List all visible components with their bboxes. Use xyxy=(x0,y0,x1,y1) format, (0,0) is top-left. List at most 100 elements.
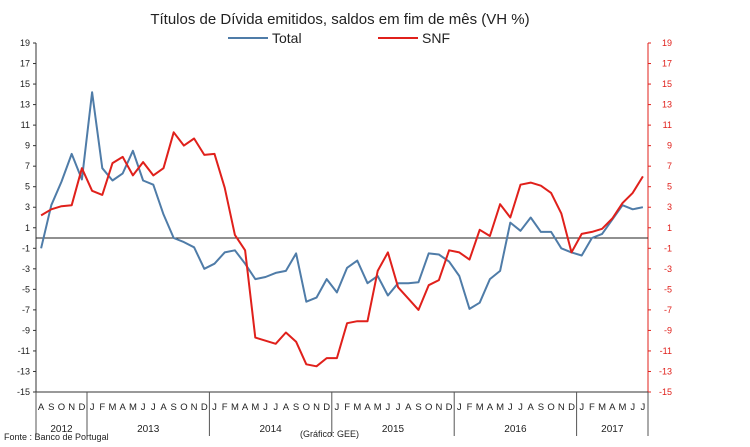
left-tick-label: 13 xyxy=(20,100,30,110)
year-label: 2014 xyxy=(259,424,282,435)
right-tick-label: 11 xyxy=(663,120,672,130)
month-label: D xyxy=(568,402,575,413)
month-label: F xyxy=(467,402,473,413)
month-label: J xyxy=(263,402,268,413)
left-tick-label: 1 xyxy=(25,223,30,233)
month-label: M xyxy=(619,402,627,413)
month-label: M xyxy=(374,402,382,413)
month-label: J xyxy=(212,402,217,413)
left-tick-label: -1 xyxy=(22,243,30,253)
year-label: 2013 xyxy=(137,424,160,435)
month-label: A xyxy=(283,402,290,413)
month-label: M xyxy=(251,402,259,413)
year-label: 2012 xyxy=(50,424,73,435)
right-tick-label: -1 xyxy=(664,243,672,253)
month-label: O xyxy=(180,402,187,413)
right-tick-label: 9 xyxy=(667,141,672,151)
month-label: F xyxy=(589,402,595,413)
year-label: 2016 xyxy=(504,424,527,435)
left-tick-label: -13 xyxy=(17,366,30,376)
month-label: J xyxy=(335,402,340,413)
right-tick-label: 17 xyxy=(662,59,672,69)
month-label: M xyxy=(109,402,117,413)
month-label: J xyxy=(396,402,401,413)
month-label: A xyxy=(242,402,249,413)
right-tick-label: 15 xyxy=(662,79,672,89)
month-label: N xyxy=(558,402,565,413)
month-label: O xyxy=(303,402,310,413)
left-tick-label: -3 xyxy=(22,264,30,274)
right-tick-label: -9 xyxy=(664,325,672,335)
left-tick-label: 9 xyxy=(25,141,30,151)
right-tick-label: 7 xyxy=(667,161,672,171)
right-tick-label: -11 xyxy=(660,346,672,356)
year-label: 2015 xyxy=(382,424,405,435)
month-label: A xyxy=(120,402,127,413)
year-label: 2017 xyxy=(601,424,624,435)
right-tick-label: 19 xyxy=(662,38,672,48)
month-label: D xyxy=(201,402,208,413)
month-label: A xyxy=(487,402,494,413)
month-label: J xyxy=(386,402,391,413)
month-label: F xyxy=(344,402,350,413)
month-label: N xyxy=(68,402,75,413)
month-label: A xyxy=(38,402,45,413)
month-label: S xyxy=(415,402,421,413)
left-tick-label: 17 xyxy=(20,59,30,69)
right-tick-label: -5 xyxy=(664,284,672,294)
month-label: M xyxy=(129,402,137,413)
month-label: J xyxy=(457,402,462,413)
right-tick-label: 3 xyxy=(667,202,672,212)
legend-label-total: Total xyxy=(272,30,302,46)
month-label: D xyxy=(446,402,453,413)
month-label: N xyxy=(313,402,320,413)
month-label: N xyxy=(191,402,198,413)
left-tick-label: -15 xyxy=(17,387,30,397)
series-line-snf xyxy=(40,131,644,368)
right-tick-label: -15 xyxy=(659,387,672,397)
right-tick-label: -3 xyxy=(664,264,672,274)
left-tick-label: 7 xyxy=(25,161,30,171)
plot-area xyxy=(36,91,648,368)
month-label: D xyxy=(78,402,85,413)
left-tick-label: 5 xyxy=(25,182,30,192)
month-label: F xyxy=(99,402,105,413)
graph-credit: (Gráfico: GEE) xyxy=(300,429,359,439)
month-label: M xyxy=(496,402,504,413)
left-tick-label: -5 xyxy=(22,284,30,294)
left-tick-label: 11 xyxy=(21,120,30,130)
month-label: A xyxy=(405,402,412,413)
month-label: M xyxy=(598,402,606,413)
month-label: A xyxy=(528,402,535,413)
right-tick-label: 13 xyxy=(662,100,672,110)
month-label: J xyxy=(508,402,513,413)
month-label: J xyxy=(273,402,278,413)
month-label: J xyxy=(151,402,156,413)
month-label: A xyxy=(364,402,371,413)
month-label: S xyxy=(48,402,54,413)
month-label: A xyxy=(609,402,616,413)
month-label: M xyxy=(231,402,239,413)
right-tick-label: 1 xyxy=(667,223,672,233)
left-tick-label: 3 xyxy=(25,202,30,212)
month-label: S xyxy=(538,402,544,413)
left-tick-label: -11 xyxy=(18,346,30,356)
month-label: J xyxy=(90,402,95,413)
month-label: S xyxy=(293,402,299,413)
series-line-total xyxy=(40,91,644,310)
chart-title: Títulos de Dívida emitidos, saldos em fi… xyxy=(150,11,529,28)
month-label: J xyxy=(518,402,523,413)
month-label: O xyxy=(58,402,65,413)
right-tick-label: -7 xyxy=(664,305,672,315)
month-label: F xyxy=(222,402,228,413)
month-label: J xyxy=(141,402,146,413)
month-label: J xyxy=(579,402,584,413)
month-label: A xyxy=(160,402,167,413)
left-tick-label: 15 xyxy=(20,79,30,89)
month-label: S xyxy=(171,402,177,413)
month-label: M xyxy=(353,402,361,413)
left-tick-label: -9 xyxy=(22,325,30,335)
legend-label-snf: SNF xyxy=(422,30,450,46)
